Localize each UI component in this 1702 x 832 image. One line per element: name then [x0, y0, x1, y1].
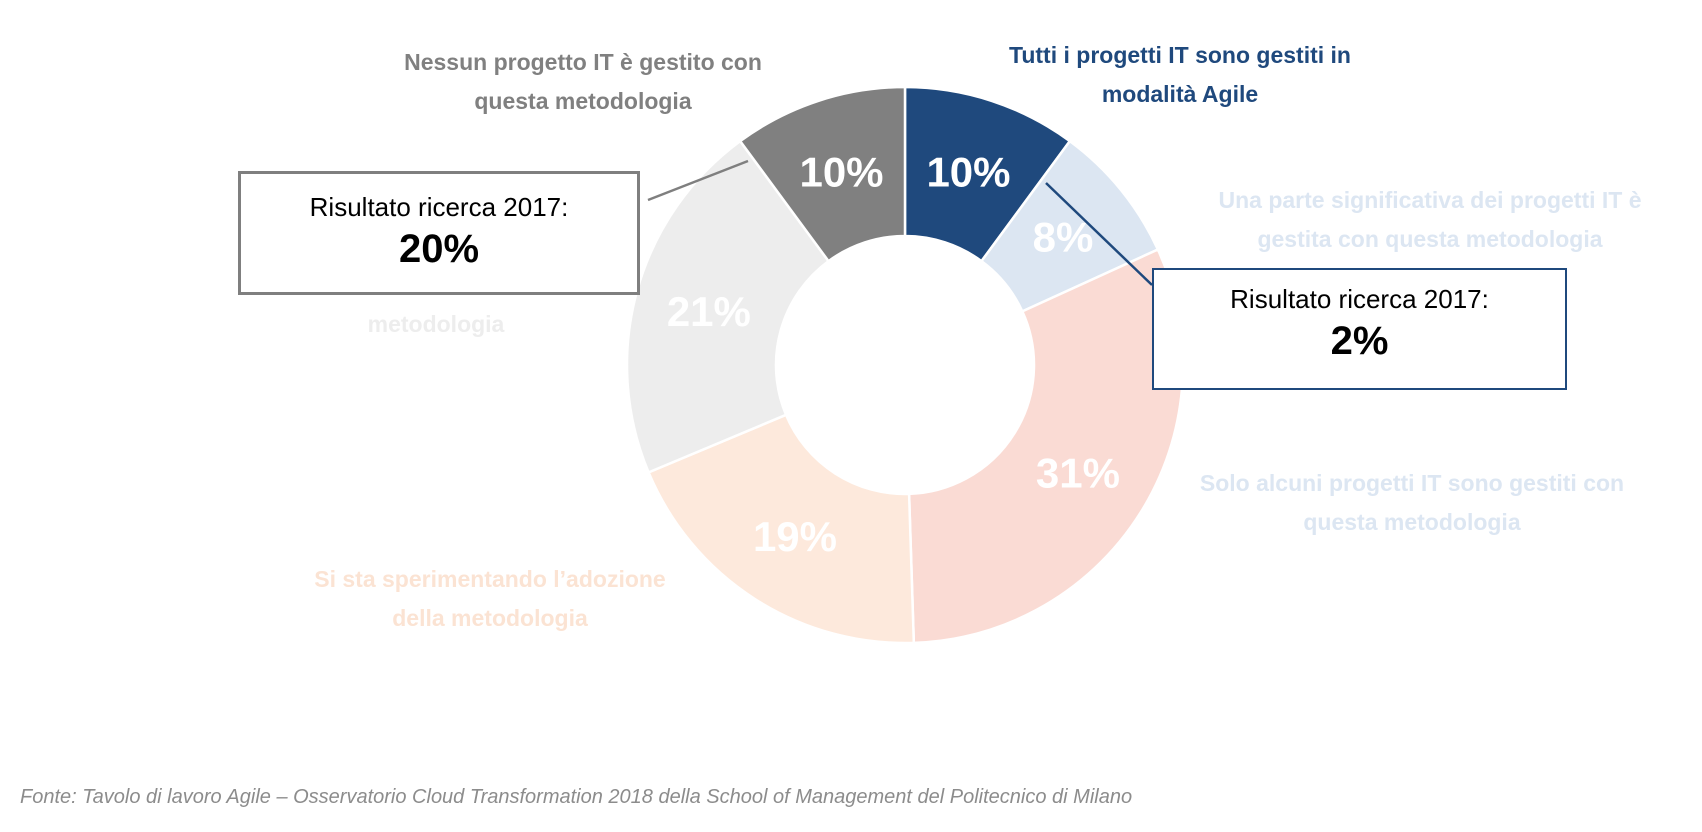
callout-title: Risultato ricerca 2017:: [1230, 284, 1489, 314]
label-solo-alcuni: Solo alcuni progetti IT sono gestiti con…: [1162, 464, 1662, 542]
callout-title: Risultato ricerca 2017:: [309, 192, 569, 222]
leader-line-gray: [647, 159, 749, 202]
callout-value: 20%: [398, 227, 480, 271]
data-label-1: 8%: [1033, 214, 1094, 261]
label-parte-significativa: Una parte significativa dei progetti IT …: [1170, 181, 1690, 259]
label-line: modalità Agile: [1101, 81, 1259, 107]
label-line: gestita con questa metodologia: [1257, 226, 1603, 252]
label-line: Si sta sperimentando l’adozione: [314, 566, 666, 592]
label-line: Tutti i progetti IT sono gestiti in: [1009, 42, 1351, 68]
callout-2017-gray: Risultato ricerca 2017: 20%: [238, 171, 640, 295]
label-sperimentando: Si sta sperimentando l’adozione della met…: [280, 560, 700, 638]
label-line: questa metodologia: [1303, 509, 1521, 535]
slice-4: [625, 139, 831, 475]
slice-2: [907, 247, 1185, 645]
label-nessun: Nessun progetto IT è gestito con questa m…: [373, 43, 793, 121]
data-label-3: 19%: [753, 513, 837, 560]
data-label-0: 10%: [926, 149, 1010, 196]
label-line: Solo alcuni progetti IT sono gestiti con: [1199, 470, 1625, 496]
label-line: Una parte significativa dei progetti IT …: [1218, 187, 1642, 213]
callout-value: 2%: [1330, 319, 1389, 363]
label-line: metodologia: [367, 311, 505, 337]
label-line: della metodologia: [392, 605, 588, 631]
slice-5: [738, 85, 907, 263]
data-label-5: 10%: [799, 149, 883, 196]
source-footer: Fonte: Tavolo di lavoro Agile – Osservat…: [20, 786, 1133, 808]
data-label-4: 21%: [667, 288, 751, 335]
label-metodologia: metodologia: [236, 305, 636, 344]
callout-2017-blue: Risultato ricerca 2017: 2%: [1152, 268, 1567, 390]
label-tutti: Tutti i progetti IT sono gestiti in modal…: [1000, 36, 1360, 114]
label-line: Nessun progetto IT è gestito con: [404, 49, 762, 75]
slice-3: [646, 413, 916, 645]
label-line: questa metodologia: [474, 88, 692, 114]
leader-line-blue: [1045, 182, 1153, 286]
data-label-2: 31%: [1036, 449, 1120, 496]
